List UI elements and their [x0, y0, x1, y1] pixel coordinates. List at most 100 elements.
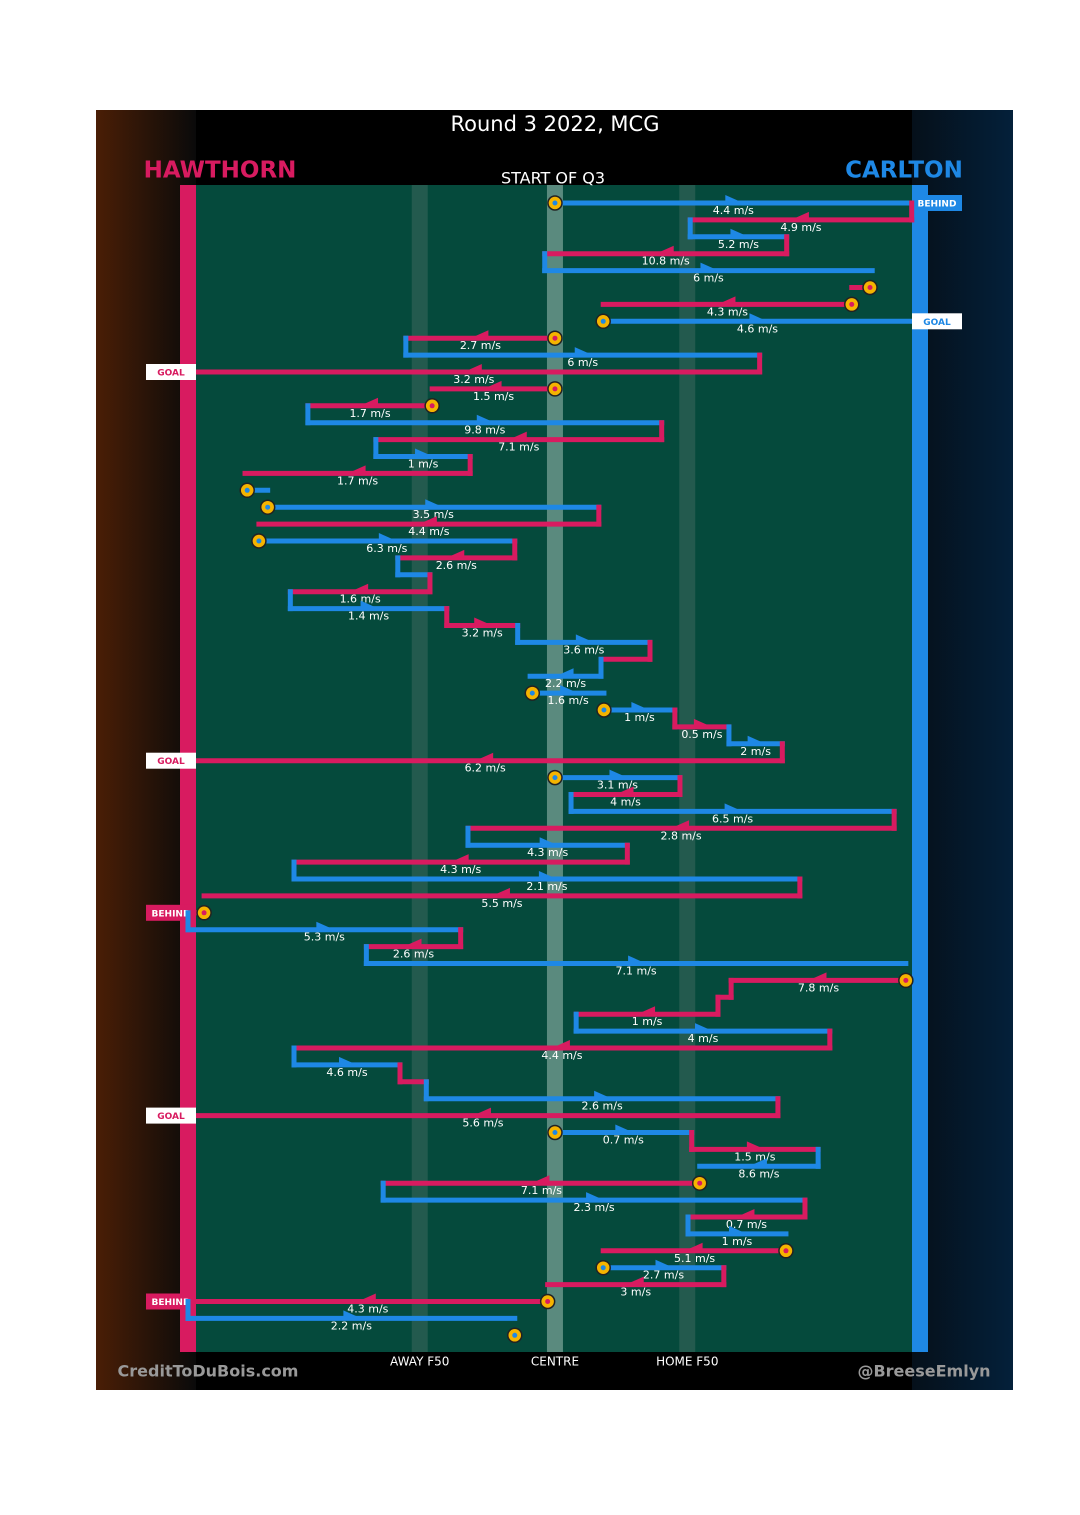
- speed-label: 0.7 m/s: [726, 1218, 767, 1231]
- speed-label: 6 m/s: [693, 272, 724, 285]
- arrow: [749, 313, 768, 322]
- speed-label: 7.1 m/s: [616, 965, 657, 978]
- field-line-label: CENTRE: [531, 1355, 579, 1369]
- speed-label: 7.1 m/s: [521, 1184, 562, 1197]
- arrow: [717, 296, 736, 305]
- outcome-label: GOAL: [157, 1112, 185, 1122]
- credit: @BreeseEmlyn: [857, 1362, 990, 1381]
- speed-label: 1 m/s: [722, 1235, 753, 1248]
- arrow: [338, 1056, 357, 1065]
- arrow: [347, 465, 366, 474]
- chain-marker-core: [201, 910, 207, 916]
- speed-label: 1.5 m/s: [473, 390, 514, 403]
- speed-label: 6.5 m/s: [712, 812, 753, 825]
- arrow: [748, 1158, 767, 1167]
- chain-marker-core: [552, 335, 558, 341]
- chain-marker-core: [552, 775, 558, 781]
- speed-label: 1.6 m/s: [548, 694, 589, 707]
- chain-marker-core: [244, 487, 250, 493]
- arrow: [551, 1040, 570, 1048]
- outcome-tag: [146, 904, 196, 921]
- chain-marker-core: [429, 403, 435, 409]
- chain-marker-core: [783, 1248, 789, 1254]
- field-line-label: AWAY F50: [390, 1355, 449, 1369]
- chain-marker-core: [265, 504, 271, 510]
- arrow: [700, 262, 719, 271]
- credit: CreditToDuBois.com: [118, 1362, 299, 1381]
- speed-label: 4.4 m/s: [541, 1049, 582, 1062]
- speed-label: 2.7 m/s: [460, 339, 501, 352]
- chain-marker-core: [697, 1180, 703, 1186]
- chain-marker-core: [545, 1299, 551, 1304]
- arrow: [746, 1141, 765, 1150]
- arrow: [724, 803, 743, 812]
- arrow: [631, 702, 650, 710]
- outcome-label: BEHIND: [152, 909, 191, 919]
- arrow: [476, 414, 495, 423]
- speed-label: 0.5 m/s: [681, 728, 722, 741]
- arrow: [694, 1023, 713, 1032]
- speed-label: 7.8 m/s: [798, 981, 839, 994]
- speed-label: 1 m/s: [632, 1015, 663, 1028]
- arrow: [415, 448, 434, 457]
- arrow: [418, 516, 437, 525]
- chart-title: Round 3 2022, MCG: [450, 112, 659, 136]
- arrow: [350, 583, 369, 592]
- outcome-label: GOAL: [157, 369, 185, 379]
- field-line-label: HOME F50: [656, 1355, 718, 1369]
- team-name: CARLTON: [845, 158, 963, 184]
- subtitle: START OF Q3: [501, 169, 605, 188]
- speed-label: 4.3 m/s: [707, 305, 748, 318]
- arrow: [472, 1107, 491, 1116]
- arrow: [483, 380, 502, 389]
- speed-label: 1 m/s: [624, 711, 655, 724]
- speed-label: 6.3 m/s: [366, 542, 407, 555]
- speed-label: 2.1 m/s: [526, 880, 567, 893]
- left-band: [96, 110, 196, 1390]
- speed-label: 1.7 m/s: [337, 474, 378, 487]
- speed-label: 5.3 m/s: [304, 931, 345, 944]
- field-line: [546, 185, 563, 1352]
- arrow: [343, 1310, 362, 1319]
- arrow: [560, 685, 579, 694]
- speed-label: 2.7 m/s: [643, 1269, 684, 1282]
- arrow: [586, 1192, 605, 1201]
- arrow: [555, 668, 574, 677]
- arrow: [539, 837, 558, 846]
- arrow: [736, 1209, 755, 1217]
- arrow: [628, 955, 647, 964]
- speed-label: 2.3 m/s: [573, 1201, 614, 1214]
- arrow: [357, 1293, 376, 1302]
- arrow: [360, 397, 379, 406]
- outcome-tag: [146, 752, 196, 769]
- arrow: [508, 431, 527, 440]
- chain-marker-core: [601, 707, 607, 713]
- speed-label: 2.8 m/s: [660, 829, 701, 842]
- outcome-tag: [146, 1107, 196, 1124]
- speed-label: 1.4 m/s: [348, 610, 389, 623]
- arrow: [730, 228, 749, 237]
- arrow: [615, 786, 634, 795]
- arrow: [637, 1006, 656, 1015]
- arrow: [470, 330, 489, 339]
- arrow: [574, 347, 593, 356]
- speed-label: 2.6 m/s: [436, 559, 477, 572]
- arrow: [491, 887, 510, 896]
- arrow: [474, 617, 493, 626]
- outcome-tag: [146, 1293, 196, 1310]
- arrow: [446, 549, 465, 558]
- arrow: [609, 769, 628, 778]
- speed-label: 3 m/s: [620, 1286, 651, 1299]
- chain-marker-core: [849, 301, 855, 307]
- speed-label: 1.5 m/s: [734, 1150, 775, 1163]
- speed-label: 8.6 m/s: [738, 1167, 779, 1180]
- arrow: [671, 820, 690, 829]
- speed-label: 3.1 m/s: [597, 779, 638, 792]
- speed-label: 2.6 m/s: [582, 1100, 623, 1113]
- speed-label: 4.3 m/s: [347, 1303, 388, 1316]
- arrow: [316, 921, 335, 930]
- speed-label: 6 m/s: [567, 356, 598, 369]
- arrow: [403, 938, 422, 947]
- arrow: [655, 245, 674, 254]
